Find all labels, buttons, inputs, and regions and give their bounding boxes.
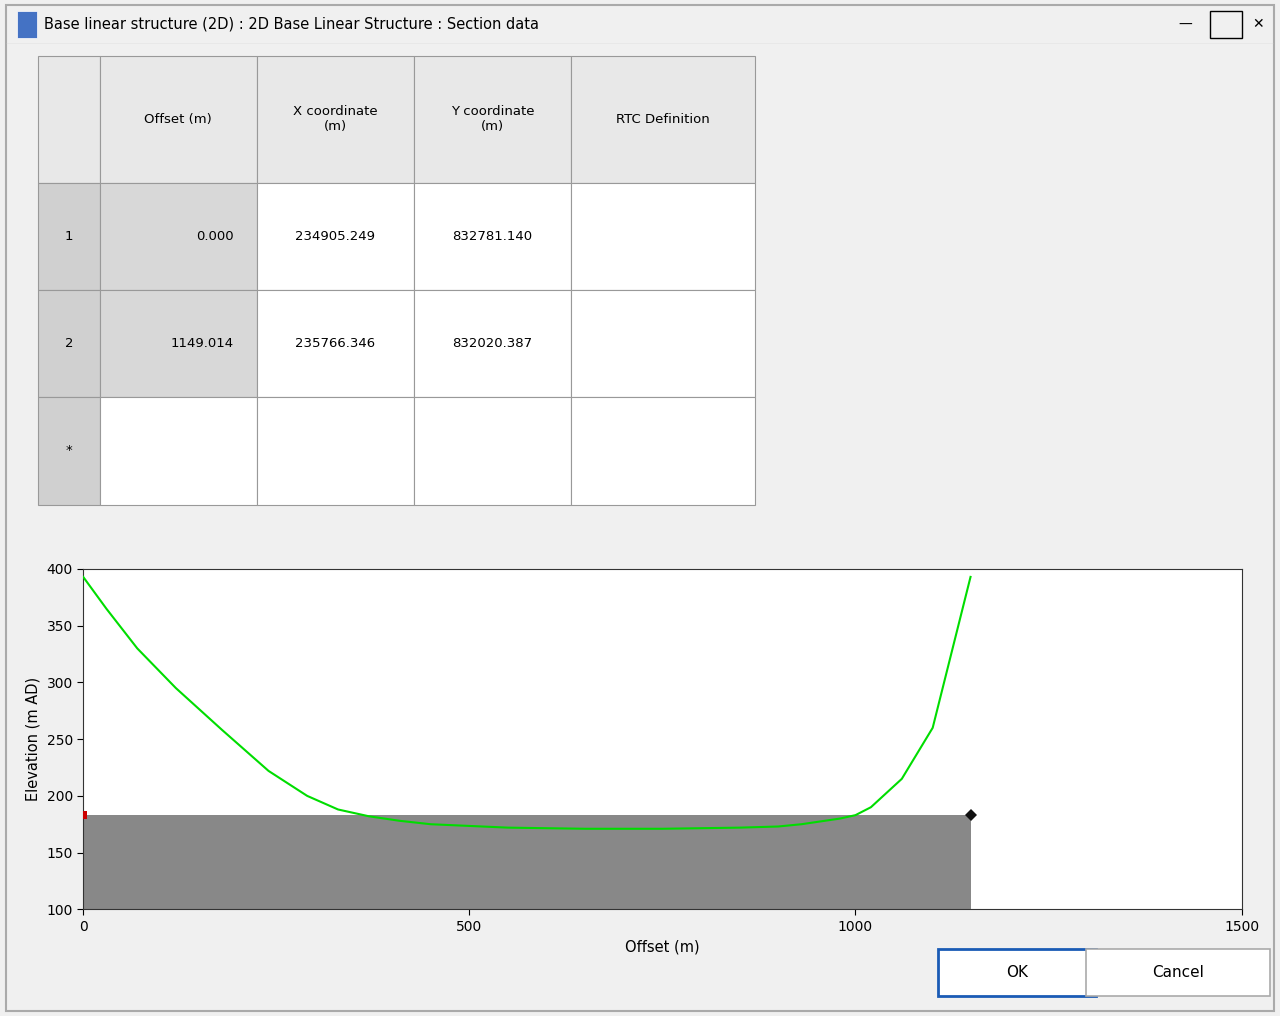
Bar bbox=[571, 183, 755, 290]
Text: Base linear structure (2D) : 2D Base Linear Structure : Section data: Base linear structure (2D) : 2D Base Lin… bbox=[45, 17, 539, 31]
Text: 2: 2 bbox=[65, 337, 73, 351]
FancyBboxPatch shape bbox=[938, 949, 1096, 997]
FancyBboxPatch shape bbox=[1085, 949, 1270, 997]
Bar bbox=[257, 397, 413, 505]
Text: Cancel: Cancel bbox=[1152, 965, 1204, 980]
Bar bbox=[413, 290, 571, 397]
Bar bbox=[257, 183, 413, 290]
Bar bbox=[38, 290, 100, 397]
Bar bbox=[413, 183, 571, 290]
Text: 234905.249: 234905.249 bbox=[296, 230, 375, 243]
Text: RTC Definition: RTC Definition bbox=[616, 113, 710, 126]
Text: 832020.387: 832020.387 bbox=[452, 337, 532, 351]
Bar bbox=[571, 397, 755, 505]
Text: 832781.140: 832781.140 bbox=[452, 230, 532, 243]
Bar bbox=[38, 183, 100, 290]
Bar bbox=[38, 56, 100, 183]
Bar bbox=[413, 397, 571, 505]
Y-axis label: Elevation (m AD): Elevation (m AD) bbox=[26, 677, 41, 802]
Bar bbox=[83, 815, 970, 909]
Text: ✕: ✕ bbox=[1253, 17, 1265, 31]
Bar bbox=[100, 397, 257, 505]
Bar bbox=[100, 183, 257, 290]
Bar bbox=[257, 56, 413, 183]
Text: Offset (m): Offset (m) bbox=[145, 113, 212, 126]
Bar bbox=[100, 56, 257, 183]
Text: 1149.014: 1149.014 bbox=[170, 337, 233, 351]
Text: OK: OK bbox=[1006, 965, 1028, 980]
Bar bbox=[413, 56, 571, 183]
Text: —: — bbox=[1178, 17, 1192, 31]
X-axis label: Offset (m): Offset (m) bbox=[625, 940, 700, 954]
Bar bbox=[571, 56, 755, 183]
Bar bbox=[571, 290, 755, 397]
Text: Y coordinate
(m): Y coordinate (m) bbox=[451, 106, 534, 133]
Text: X coordinate
(m): X coordinate (m) bbox=[293, 106, 378, 133]
Bar bbox=[38, 397, 100, 505]
Bar bbox=[17, 11, 37, 38]
Text: *: * bbox=[65, 444, 73, 457]
Bar bbox=[100, 290, 257, 397]
Bar bbox=[257, 290, 413, 397]
Bar bbox=[1210, 11, 1242, 38]
Text: 235766.346: 235766.346 bbox=[296, 337, 375, 351]
Text: 0.000: 0.000 bbox=[196, 230, 233, 243]
Text: 1: 1 bbox=[65, 230, 73, 243]
